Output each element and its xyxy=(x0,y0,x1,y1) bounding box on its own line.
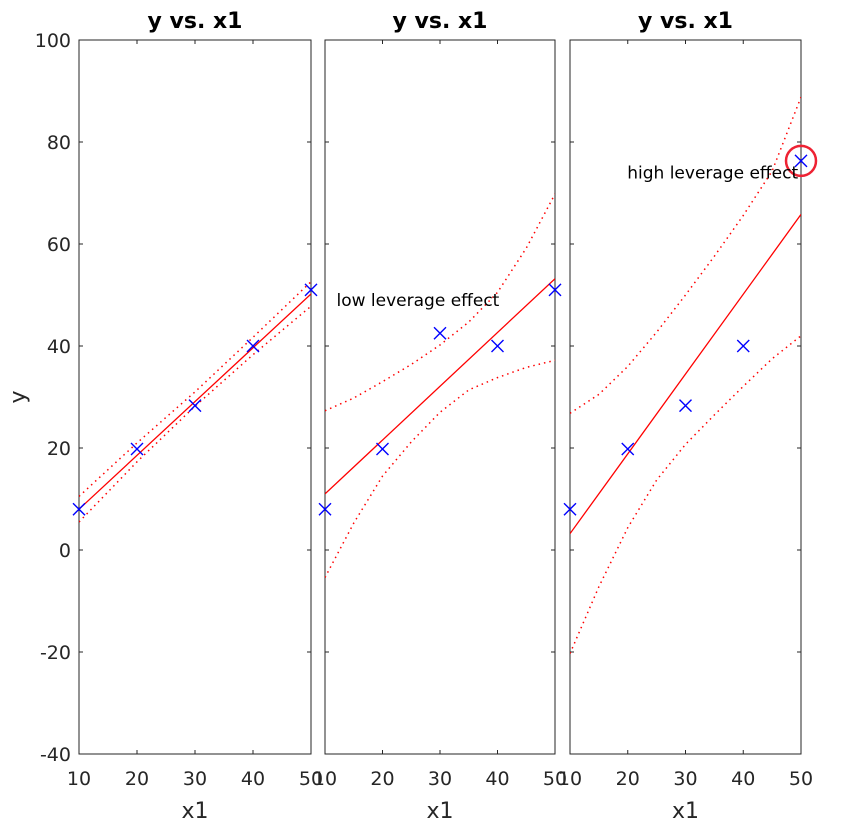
y-tick-label: -40 xyxy=(40,744,71,766)
x-tick-label: 50 xyxy=(543,768,567,790)
data-point xyxy=(563,502,577,516)
chart-title: y vs. x1 xyxy=(148,9,243,34)
data-point xyxy=(376,442,389,456)
y-tick-label: 60 xyxy=(47,234,71,256)
ci-upper-line xyxy=(325,193,555,412)
x-tick-label: 10 xyxy=(67,768,91,790)
data-point xyxy=(72,502,86,516)
y-tick-label: 100 xyxy=(35,30,71,52)
chart-panel-2: y vs. x1 10 20 30 40 50 x1 low leverage effect xyxy=(313,9,567,824)
data-point xyxy=(491,339,504,353)
data-point xyxy=(433,326,447,340)
x-tick-label: 20 xyxy=(125,768,149,790)
y-tick-label: 20 xyxy=(47,438,71,460)
fit-line xyxy=(325,278,555,495)
x-tick-label: 50 xyxy=(789,768,813,790)
chart-title: y vs. x1 xyxy=(393,9,488,34)
data-point xyxy=(130,442,144,456)
ci-lower-line xyxy=(79,305,311,523)
x-axis-label: x1 xyxy=(181,799,208,824)
x-tick-label: 40 xyxy=(485,768,509,790)
y-tick-label: 40 xyxy=(47,336,71,358)
annotation-text: high leverage effect xyxy=(627,164,798,184)
data-point xyxy=(188,399,202,413)
data-point xyxy=(304,283,318,297)
plot-area xyxy=(570,96,801,654)
data-point xyxy=(621,442,635,456)
data-point xyxy=(318,502,332,516)
fit-line xyxy=(570,214,801,535)
axes-box xyxy=(569,39,802,755)
x-tick-label: 30 xyxy=(673,768,697,790)
data-point xyxy=(736,339,750,353)
x-tick-label: 10 xyxy=(558,768,582,790)
chart-title: y vs. x1 xyxy=(638,9,733,34)
x-tick-label: 30 xyxy=(183,768,207,790)
highlight-circle xyxy=(784,144,818,178)
x-tick-label: 40 xyxy=(241,768,265,790)
x-tick-label: 40 xyxy=(731,768,755,790)
x-axis-label: x1 xyxy=(426,799,453,824)
ci-lower-line xyxy=(570,335,801,654)
y-tick-label: 80 xyxy=(47,132,71,154)
axes-box xyxy=(324,39,556,755)
chart-panel-1: y vs. x1 10 20 30 40 50 -40 -20 0 20 40 60 80 100 x1 y xyxy=(6,9,323,824)
x-tick-label: 20 xyxy=(370,768,394,790)
x-tick-label: 20 xyxy=(616,768,640,790)
plot-area xyxy=(79,281,311,523)
y-tick-label: 0 xyxy=(59,540,71,562)
x-axis-label: x1 xyxy=(672,799,699,824)
y-tick-label: -20 xyxy=(40,642,71,664)
data-point xyxy=(679,399,692,413)
x-tick-label: 30 xyxy=(428,768,452,790)
data-point xyxy=(246,339,260,353)
annotation-text: low leverage effect xyxy=(337,291,500,311)
plot-area xyxy=(325,193,555,578)
y-axis-label: y xyxy=(6,390,31,403)
data-point xyxy=(548,283,562,297)
data-point xyxy=(794,154,808,168)
fit-line xyxy=(79,293,311,510)
axes-box xyxy=(78,39,312,755)
x-tick-label: 10 xyxy=(313,768,337,790)
x-tick-label: 50 xyxy=(299,768,323,790)
chart-panel-3: y vs. x1 10 20 30 40 50 x1 high leverage effect xyxy=(558,9,818,824)
